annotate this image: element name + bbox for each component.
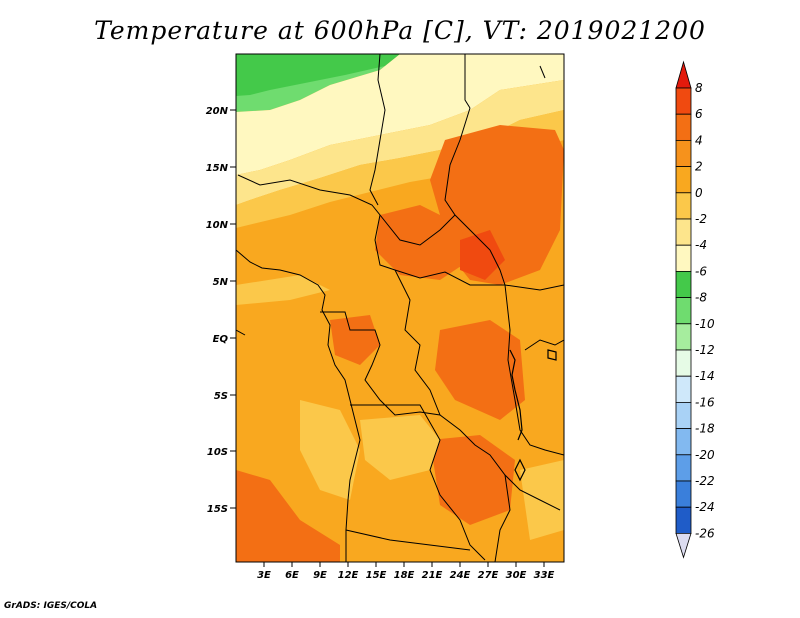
colorbar-label: -8	[695, 291, 707, 305]
colorbar-label: -12	[695, 343, 715, 357]
lat-tick: 20N	[206, 106, 236, 117]
colorbar-swatch	[675, 506, 692, 534]
lon-tick-label: 9E	[313, 570, 327, 581]
lat-tick-label: 20N	[206, 106, 229, 117]
colorbar-label: -4	[695, 238, 707, 252]
lakes	[509, 349, 557, 482]
colorbar-swatch	[675, 192, 692, 220]
shading-core-south	[430, 435, 515, 525]
colorbar-label: -24	[695, 500, 715, 514]
map-plot-area	[236, 54, 564, 562]
shading-pale-band	[236, 54, 564, 175]
lon-axis: 3E 6E 9E 12E 15E 18E 21E 24E 27E 30E 33E	[257, 562, 555, 581]
colorbar-swatch	[675, 166, 692, 194]
lat-tick-label: 10S	[207, 447, 228, 458]
colorbar-swatch	[675, 454, 692, 482]
shading-pale-sw	[300, 400, 360, 500]
colorbar-label: -26	[695, 526, 715, 540]
colorbar-top-arrow	[675, 60, 692, 89]
colorbar-swatch	[675, 113, 692, 141]
colorbar-label: 4	[695, 133, 703, 147]
lon-tick: 33E	[534, 562, 555, 581]
colorbar-swatch	[675, 218, 692, 246]
colorbar-swatch	[675, 244, 692, 272]
lat-tick-label: EQ	[213, 334, 229, 345]
lat-tick: EQ	[213, 334, 236, 345]
lon-tick-label: 27E	[478, 570, 499, 581]
lon-tick: 24E	[450, 562, 471, 581]
lon-tick-label: 33E	[534, 570, 555, 581]
colorbar-label: 0	[695, 186, 703, 200]
lon-tick: 27E	[478, 562, 499, 581]
shading-pale-west	[236, 275, 330, 305]
colorbar-swatch	[675, 87, 692, 115]
colorbar-bottom-arrow	[675, 533, 692, 559]
lon-tick: 18E	[394, 562, 415, 581]
colorbar-swatch	[675, 270, 692, 298]
shading-core-east	[435, 320, 525, 420]
lon-tick-label: 3E	[257, 570, 271, 581]
lon-tick-label: 18E	[394, 570, 415, 581]
lon-tick: 12E	[338, 562, 359, 581]
colorbar-label: -22	[695, 474, 715, 488]
colorbar-label: 8	[695, 81, 703, 95]
colorbar-label: -14	[695, 369, 715, 383]
colorbar-swatch	[675, 428, 692, 456]
colorbar-swatch	[675, 375, 692, 403]
lon-tick-label: 12E	[338, 570, 359, 581]
lon-tick-label: 6E	[285, 570, 299, 581]
colorbar-label: 2	[695, 160, 703, 174]
colorbar-label: -16	[695, 395, 715, 409]
lon-tick-label: 21E	[422, 570, 443, 581]
lon-tick-label: 15E	[366, 570, 387, 581]
lat-tick: 10S	[207, 447, 236, 458]
shading-core-gabon	[330, 315, 380, 365]
lon-tick: 9E	[313, 562, 327, 581]
lat-tick: 15N	[206, 163, 236, 174]
lat-tick: 15S	[207, 504, 236, 515]
shading-green-light	[236, 54, 400, 96]
lon-tick: 15E	[366, 562, 387, 581]
lat-tick: 5N	[213, 277, 236, 288]
colorbar-label: -6	[695, 264, 707, 278]
lon-tick-label: 30E	[506, 570, 527, 581]
colorbar-label: -10	[695, 317, 715, 331]
lat-axis: 20N 15N 10N 5N EQ 5S 10S 15S	[206, 106, 236, 515]
shading-core-ne-hot	[460, 230, 505, 280]
lat-tick: 10N	[206, 220, 236, 231]
shading-pale-mid	[360, 415, 440, 480]
colorbar-swatch	[675, 323, 692, 351]
colorbar-label: -18	[695, 422, 715, 436]
shading-pale-se	[520, 460, 564, 540]
lon-tick: 21E	[422, 562, 443, 581]
colorbar-label: -20	[695, 448, 715, 462]
map-title: Temperature at 600hPa [C], VT: 201902120…	[94, 16, 706, 45]
grads-credit: GrADS: IGES/COLA	[4, 601, 98, 611]
colorbar-label: -2	[695, 212, 707, 226]
borders	[236, 54, 564, 562]
colorbar-swatch	[675, 401, 692, 429]
lon-tick: 6E	[285, 562, 299, 581]
colorbar-swatch	[675, 349, 692, 377]
map-frame	[235, 53, 565, 563]
lon-tick: 3E	[257, 562, 271, 581]
lat-tick-label: 5N	[213, 277, 229, 288]
colorbar: 8 6 4 2 0 -2 -4 -6 -8 -10 -12 -14 -16 -18 -20 -22 -24 -26	[675, 60, 715, 559]
colorbar-label: 6	[695, 107, 703, 121]
lat-tick: 5S	[214, 391, 236, 402]
colorbar-swatch	[675, 480, 692, 508]
lat-tick-label: 5S	[214, 391, 228, 402]
shading-core-sw	[236, 470, 340, 562]
lon-tick: 30E	[506, 562, 527, 581]
colorbar-swatch	[675, 297, 692, 325]
lat-tick-label: 15N	[206, 163, 229, 174]
lat-tick-label: 10N	[206, 220, 229, 231]
shading-yellow-band	[236, 80, 564, 205]
lat-tick-label: 15S	[207, 504, 228, 515]
lon-tick-label: 24E	[450, 570, 471, 581]
colorbar-swatch	[675, 139, 692, 167]
